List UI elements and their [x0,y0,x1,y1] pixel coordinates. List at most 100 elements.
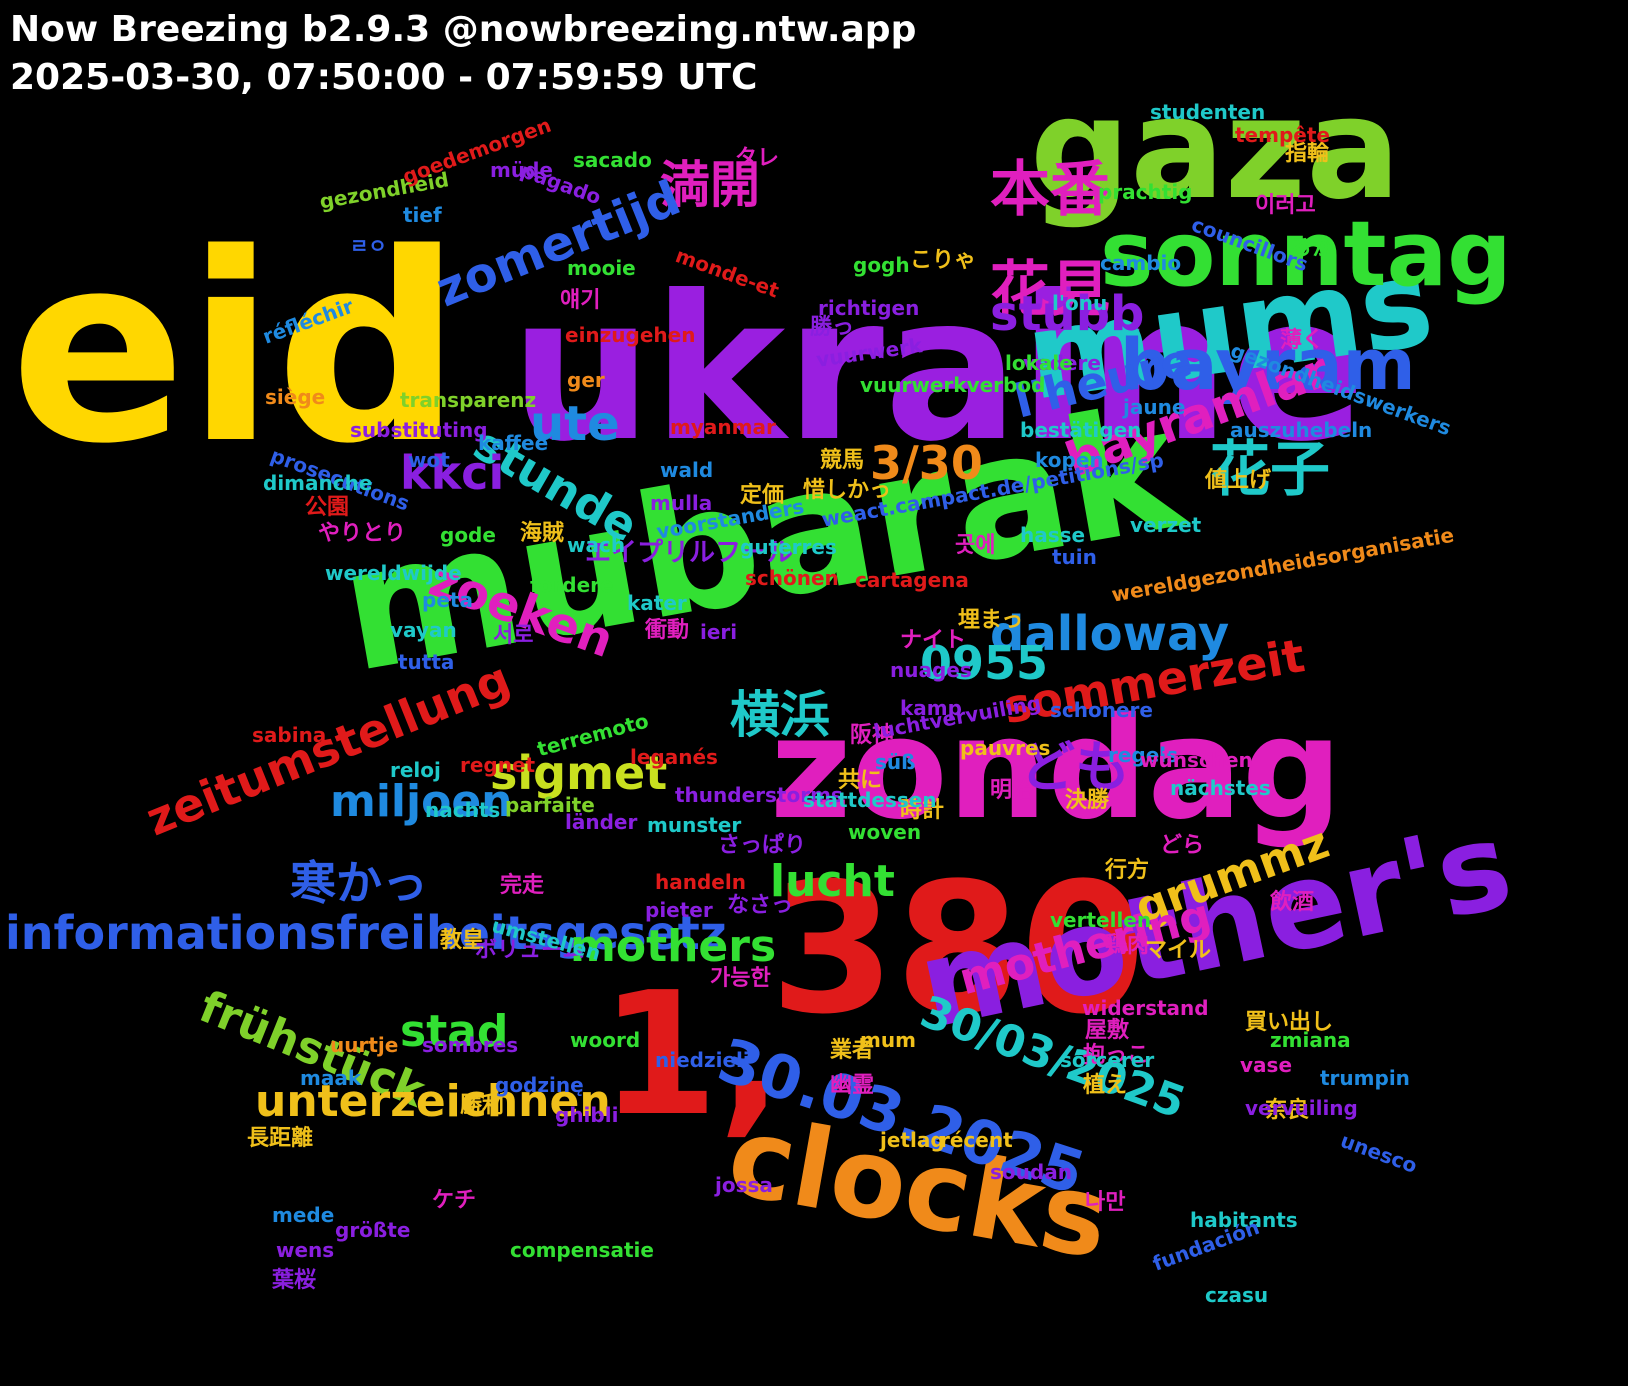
cloud-word: tutta [398,650,455,674]
cloud-word: süß [875,750,916,774]
cloud-word: länder [565,810,638,834]
cloud-word: ukraine [510,253,1366,486]
cloud-word: 明治 [990,778,1035,803]
cloud-word: sonntag [1100,202,1512,307]
cloud-word: 이러고 [1255,193,1316,218]
cloud-word: studenten [1150,100,1266,124]
cloud-word: pieter [645,898,713,922]
cloud-word: dimanche [263,471,373,495]
cloud-word: gode [440,523,496,547]
cloud-word: parfaite [505,793,595,817]
cloud-word: 業者 [830,1038,875,1063]
cloud-word: ケチ [432,1188,477,1213]
cloud-word: kater [627,591,687,615]
cloud-word: 惜しかっ [803,478,892,503]
cloud-word: regels [1108,743,1179,767]
cloud-word: ろか [1290,236,1335,261]
cloud-word: gogh [853,253,910,277]
cloud-word: godzinę [495,1073,584,1097]
cloud-word: substituting [350,418,488,442]
cloud-word: myanmar [670,415,776,439]
cloud-word: 本番 [990,155,1110,225]
cloud-word: kopen [1035,448,1104,472]
cloud-word: 葉桜 [272,1268,317,1293]
cloud-word: vertellen [1050,908,1152,932]
cloud-word: jetlag [880,1128,945,1152]
cloud-word: 곳에 [955,533,996,558]
cloud-word: miljoen [330,776,513,827]
cloud-word: müde [490,158,553,182]
cloud-word: mooie [567,256,636,280]
cloud-title: Now Breezing b2.9.3 @nowbreezing.ntw.app [10,9,917,50]
cloud-word: 380 [770,845,1146,1054]
cloud-word: récent [940,1128,1013,1152]
cloud-word: uurtje [330,1033,399,1057]
cloud-word: 勝っ [810,315,855,340]
cloud-word: siège [265,385,326,409]
cloud-word: ども [1020,735,1131,799]
cloud-word: 鶏肉 [1105,933,1150,958]
cloud-word: dalloway [990,606,1230,662]
cloud-word: woven [848,820,922,844]
cloud-word: wens [276,1238,335,1262]
cloud-word: stattdessen [803,788,937,812]
cloud-word: ger [567,368,605,392]
cloud-word: 薄く [1280,328,1325,353]
cloud-word: mothers [570,921,777,972]
cloud-word: jaune [1123,395,1186,419]
cloud-word: vase [1240,1053,1293,1077]
cloud-word: 阪神 [850,723,895,748]
cloud-word: lucht [770,856,895,907]
cloud-word: ghibli [555,1103,619,1127]
cloud-word: 飲酒 [1270,890,1315,915]
cloud-word: 3/30 [870,436,983,490]
cloud-word: fordere [530,573,614,597]
cloud-word: wünschen [1140,748,1253,772]
cloud-word: informationsfreiheitsgesetz [5,906,727,960]
cloud-word: sombres [422,1033,519,1057]
cloud-word: unterzeichnen [255,1076,611,1127]
cloud-word: 花子 [1210,435,1330,505]
cloud-word: handeln [655,870,746,894]
cloud-word: trumpin [1320,1066,1410,1090]
cloud-word: jossa [715,1173,773,1197]
cloud-word: 共に [838,768,883,793]
cloud-word: 指輪 [1285,141,1330,166]
cloud-word: mum [860,1028,916,1052]
cloud-word: マイル [1145,938,1212,963]
cloud-word: 決勝 [1065,788,1110,813]
cloud-word: ㄹㅇ [350,234,387,258]
cloud-word: 海賊 [520,521,565,546]
cloud-word: nuages [890,658,972,682]
cloud-word: ボリューム [475,938,585,963]
cloud-word: 나만 [1085,1190,1126,1215]
cloud-word: guterres [740,535,837,559]
cloud-word: reloj [390,758,441,782]
cloud-word: 서로 [493,623,534,648]
cloud-word: 満開 [660,156,760,214]
cloud-word: zmiana [1270,1028,1351,1052]
cloud-word: ナイト [900,628,967,653]
cloud-word: eid [10,199,462,501]
cloud-word: leganés [630,745,718,769]
cloud-word: unesco [1337,1128,1421,1178]
cloud-word: tempête [1235,123,1330,147]
cloud-word: schönen [745,566,839,590]
cloud-word: soudan [990,1160,1072,1184]
cloud-word: auszuhebeln [1230,418,1373,442]
cloud-word: bayram [1120,324,1416,406]
cloud-word: woord [570,1028,641,1052]
cloud-word: mede [272,1203,335,1227]
cloud-word: transparenz [400,388,537,412]
cloud-word: 抱っこ [1083,1043,1150,1068]
cloud-word: 屋敷 [1085,1018,1130,1043]
cloud-word: 時計 [900,798,945,823]
cloud-word: タレ [735,146,780,171]
cloud-word: 花見 [990,255,1110,325]
cloud-word: 얘기 [560,288,601,313]
cloud-word: 勝利 [460,1093,505,1118]
cloud-word: 寒かっ [290,856,428,910]
cloud-word: 幽霊 [830,1073,875,1098]
cloud-word: 1, [600,956,783,1154]
